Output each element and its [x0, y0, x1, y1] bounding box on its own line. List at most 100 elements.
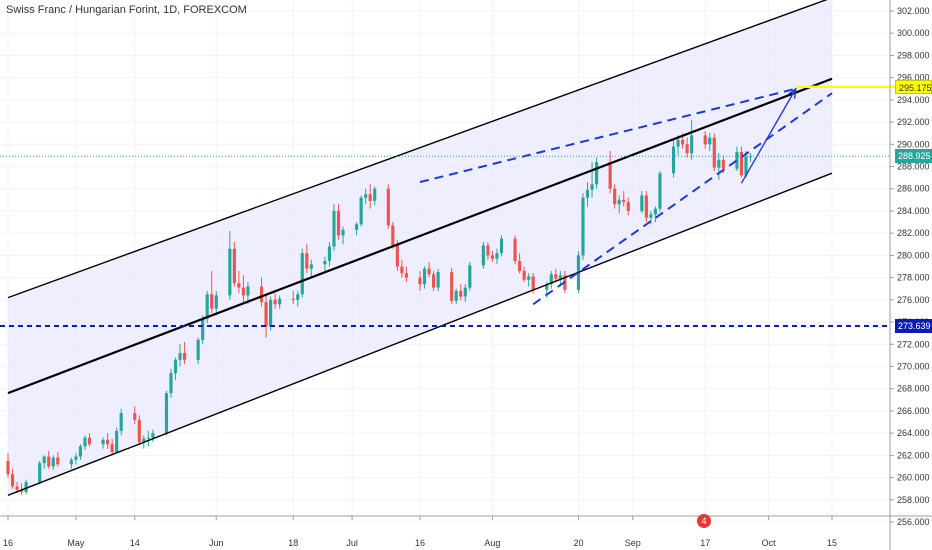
candle[interactable]	[74, 453, 78, 465]
candle[interactable]	[336, 204, 341, 240]
candle[interactable]	[581, 193, 585, 260]
candle[interactable]	[486, 242, 490, 260]
candle[interactable]	[644, 190, 648, 223]
candle[interactable]	[78, 444, 83, 460]
candle[interactable]	[119, 408, 123, 436]
candle[interactable]	[386, 184, 390, 229]
candle[interactable]	[454, 288, 458, 305]
candle[interactable]	[513, 235, 517, 265]
candle[interactable]	[196, 337, 200, 365]
candle[interactable]	[459, 284, 463, 300]
candle[interactable]	[653, 206, 658, 223]
candle[interactable]	[47, 450, 51, 469]
candle[interactable]	[404, 266, 409, 283]
price-axis[interactable]: 256.000 258.000 260.000 262.000 264.000 266.0…	[890, 6, 930, 527]
candle[interactable]	[137, 415, 141, 445]
candle[interactable]	[214, 290, 218, 316]
candle[interactable]	[468, 262, 472, 291]
time-axis[interactable]: 16 May 14 Jun 18 Jul 16 Aug 20 Sep 17 Oct 15	[3, 516, 837, 548]
candle[interactable]	[499, 235, 504, 257]
candle[interactable]	[291, 290, 295, 305]
candle[interactable]	[83, 435, 87, 450]
candle[interactable]	[717, 153, 721, 180]
candle[interactable]	[626, 197, 630, 216]
candle[interactable]	[182, 342, 187, 365]
economic-event-flag-icon[interactable]: 4	[697, 514, 711, 528]
candle[interactable]	[101, 437, 105, 449]
candle[interactable]	[744, 150, 748, 178]
candle[interactable]	[332, 204, 336, 251]
candle[interactable]	[106, 433, 110, 449]
candle[interactable]	[427, 262, 431, 278]
candle[interactable]	[481, 242, 485, 269]
candle[interactable]	[708, 133, 712, 151]
candle[interactable]	[323, 256, 327, 271]
candle[interactable]	[178, 344, 182, 367]
candle[interactable]	[676, 135, 680, 156]
candle[interactable]	[164, 390, 169, 436]
candle[interactable]	[436, 268, 440, 291]
candle[interactable]	[237, 270, 241, 294]
candle[interactable]	[739, 146, 744, 178]
candle[interactable]	[558, 270, 562, 285]
candle[interactable]	[617, 195, 621, 214]
candle[interactable]	[359, 195, 363, 227]
candle[interactable]	[522, 266, 526, 283]
candle[interactable]	[327, 242, 332, 267]
candle[interactable]	[450, 267, 454, 305]
candle[interactable]	[368, 184, 372, 209]
candle[interactable]	[69, 457, 73, 469]
candle[interactable]	[210, 270, 214, 314]
candle[interactable]	[110, 438, 114, 456]
candle[interactable]	[585, 182, 590, 207]
candle[interactable]	[38, 460, 42, 485]
candle[interactable]	[712, 133, 716, 171]
candle[interactable]	[373, 186, 377, 206]
candle[interactable]	[228, 230, 232, 300]
candle[interactable]	[300, 248, 304, 298]
channel-upper-line[interactable]	[7, 0, 832, 299]
candle[interactable]	[622, 190, 626, 207]
candle[interactable]	[463, 284, 467, 303]
candle[interactable]	[241, 275, 246, 303]
target-arrow-line[interactable]	[740, 88, 797, 184]
candle[interactable]	[554, 268, 558, 283]
candle[interactable]	[6, 453, 10, 478]
candle[interactable]	[703, 130, 707, 149]
candle[interactable]	[115, 427, 119, 454]
channel-middle-line[interactable]	[7, 77, 833, 395]
candle[interactable]	[133, 406, 137, 425]
candle[interactable]	[305, 244, 309, 274]
candle[interactable]	[151, 429, 155, 443]
candle[interactable]	[594, 157, 599, 189]
candle[interactable]	[608, 150, 612, 194]
candle[interactable]	[400, 259, 404, 278]
wedge-lower-line[interactable]	[532, 92, 833, 306]
candle[interactable]	[671, 139, 676, 178]
candle[interactable]	[51, 455, 55, 470]
candle[interactable]	[690, 119, 694, 160]
candle[interactable]	[640, 190, 644, 214]
candle[interactable]	[273, 293, 277, 309]
candle[interactable]	[19, 483, 24, 496]
candle[interactable]	[422, 266, 427, 289]
candle[interactable]	[201, 315, 205, 345]
candle[interactable]	[278, 295, 282, 309]
candle[interactable]	[658, 170, 662, 213]
candle[interactable]	[495, 248, 499, 265]
drawings[interactable]	[0, 0, 932, 496]
channel-lower-line[interactable]	[7, 172, 833, 496]
candle[interactable]	[42, 455, 46, 469]
candle[interactable]	[56, 452, 60, 467]
candle[interactable]	[431, 270, 436, 291]
candle[interactable]	[549, 270, 553, 289]
candle[interactable]	[527, 273, 531, 287]
candle[interactable]	[735, 146, 739, 171]
candle[interactable]	[10, 468, 15, 489]
candle[interactable]	[341, 226, 345, 245]
candle[interactable]	[232, 242, 236, 287]
candle[interactable]	[264, 295, 268, 338]
wedge-upper-line[interactable]	[419, 87, 797, 184]
candle[interactable]	[309, 259, 313, 278]
